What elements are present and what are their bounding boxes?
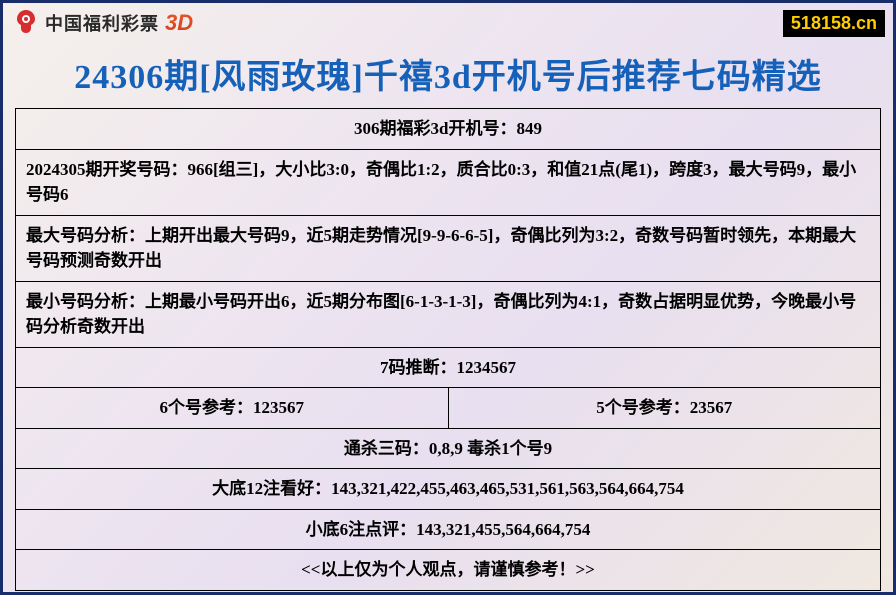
site-badge: 518158.cn <box>783 10 885 37</box>
brand-3d-label: 3D <box>165 10 193 36</box>
lottery-logo-icon <box>11 8 41 38</box>
page-title: 24306期[风雨玫瑰]千禧3d开机号后推荐七码精选 <box>3 41 893 108</box>
row-min-analysis: 最小号码分析：上期最小号码开出6，近5期分布图[6-1-3-1-3]，奇偶比列为… <box>16 281 881 347</box>
row-prev-result: 2024305期开奖号码：966[组三]，大小比3:0，奇偶比1:2，质合比0:… <box>16 149 881 215</box>
row-max-analysis: 最大号码分析：上期开出最大号码9，近5期走势情况[9-9-6-6-5]，奇偶比列… <box>16 215 881 281</box>
page-frame: 中国福利彩票 3D 518158.cn 24306期[风雨玫瑰]千禧3d开机号后… <box>0 0 896 595</box>
cell-5code: 5个号参考：23567 <box>448 388 880 428</box>
header-bar: 中国福利彩票 3D 518158.cn <box>3 3 893 41</box>
row-7code: 7码推断：1234567 <box>16 347 881 388</box>
row-disclaimer: <<以上仅为个人观点，请谨慎参考！>> <box>16 550 881 591</box>
cell-6code: 6个号参考：123567 <box>16 388 448 428</box>
row-split-6-5: 6个号参考：123567 5个号参考：23567 <box>16 388 881 429</box>
brand-text: 中国福利彩票 <box>45 10 159 36</box>
row-opening-number: 306期福彩3d开机号：849 <box>16 109 881 150</box>
row-small-6: 小底6注点评：143,321,455,564,664,754 <box>16 509 881 550</box>
row-kill-3: 通杀三码：0,8,9 毒杀1个号9 <box>16 428 881 469</box>
content-table: 306期福彩3d开机号：849 2024305期开奖号码：966[组三]，大小比… <box>15 108 881 591</box>
brand: 中国福利彩票 3D <box>11 8 193 38</box>
row-big-12: 大底12注看好：143,321,422,455,463,465,531,561,… <box>16 469 881 510</box>
